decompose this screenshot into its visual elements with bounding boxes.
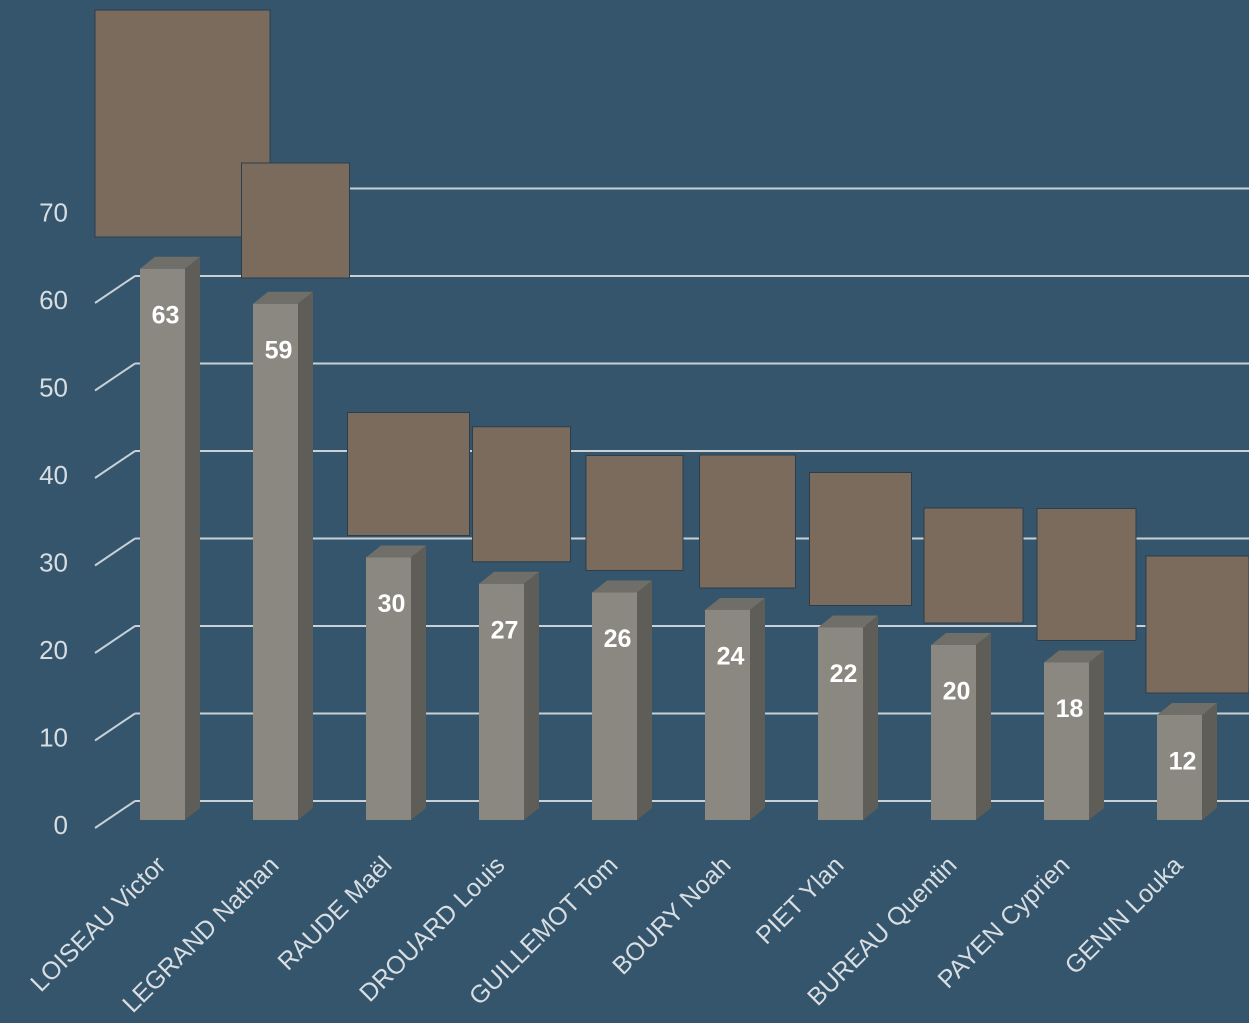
bar	[705, 610, 750, 820]
bar-side	[637, 581, 652, 821]
y-tick-label: 20	[39, 635, 68, 665]
bar	[1044, 663, 1089, 821]
value-label: 20	[943, 678, 971, 706]
player-photo	[473, 427, 571, 562]
value-label: 12	[1169, 748, 1197, 776]
player-photo	[810, 473, 912, 606]
value-label: 24	[717, 643, 745, 671]
bar	[253, 304, 298, 820]
bar-side	[750, 598, 765, 820]
value-label: 59	[265, 336, 293, 364]
chart: 01020304050607063LOISEAU Victor59LEGRAND…	[0, 0, 1249, 1023]
value-label: 27	[491, 616, 519, 644]
player-photo	[924, 508, 1023, 623]
y-tick-label: 40	[39, 460, 68, 490]
bar-side	[185, 257, 200, 820]
bar-side	[863, 616, 878, 821]
bar	[931, 645, 976, 820]
value-label: 22	[830, 660, 858, 688]
value-label: 63	[152, 301, 180, 329]
player-photo	[700, 455, 796, 588]
y-tick-label: 0	[54, 810, 68, 840]
bar-side	[976, 633, 991, 820]
player-photo	[1037, 509, 1136, 641]
value-label: 30	[378, 590, 406, 618]
y-tick-label: 70	[39, 197, 68, 227]
bar-side	[1089, 651, 1104, 821]
player-photo	[1146, 556, 1249, 693]
bar-side	[411, 546, 426, 821]
y-tick-label: 10	[39, 722, 68, 752]
bar	[140, 269, 185, 820]
y-tick-label: 30	[39, 547, 68, 577]
bar-side	[1202, 703, 1217, 820]
y-tick-label: 50	[39, 372, 68, 402]
player-photo	[242, 163, 350, 278]
y-tick-label: 60	[39, 285, 68, 315]
page: 01020304050607063LOISEAU Victor59LEGRAND…	[0, 0, 1249, 1023]
player-photo	[586, 456, 683, 571]
bar-side	[524, 572, 539, 820]
player-photo	[348, 413, 470, 536]
value-label: 26	[604, 625, 632, 653]
bar	[818, 628, 863, 821]
bar-side	[298, 292, 313, 820]
value-label: 18	[1056, 695, 1084, 723]
